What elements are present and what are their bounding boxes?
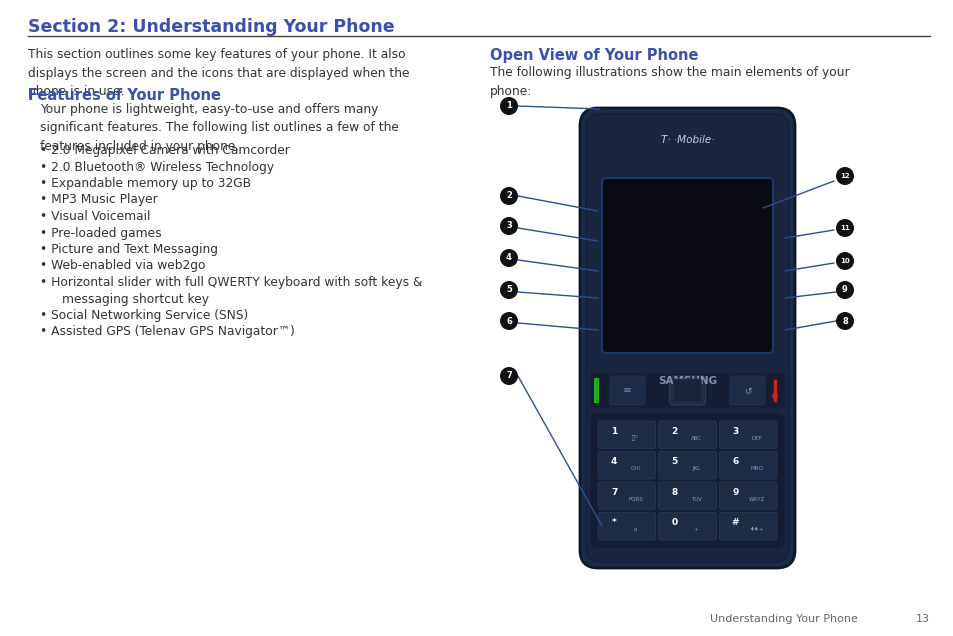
Text: 12: 12 xyxy=(840,173,849,179)
Circle shape xyxy=(835,252,853,270)
Text: MNO: MNO xyxy=(749,466,762,471)
Text: 6: 6 xyxy=(732,457,738,466)
Text: 4: 4 xyxy=(505,254,512,263)
Text: 5: 5 xyxy=(505,286,512,294)
Text: 3: 3 xyxy=(732,427,738,436)
FancyBboxPatch shape xyxy=(729,376,764,405)
FancyBboxPatch shape xyxy=(598,452,655,479)
Text: • Pre-loaded games: • Pre-loaded games xyxy=(40,226,161,240)
Text: 6: 6 xyxy=(505,317,512,326)
Circle shape xyxy=(499,249,517,267)
Text: 10: 10 xyxy=(840,258,849,264)
Circle shape xyxy=(499,367,517,385)
Circle shape xyxy=(499,97,517,115)
FancyBboxPatch shape xyxy=(609,376,644,405)
Text: GHI: GHI xyxy=(630,466,639,471)
Text: • 2.0 Bluetooth® Wireless Technology: • 2.0 Bluetooth® Wireless Technology xyxy=(40,160,274,174)
FancyBboxPatch shape xyxy=(598,513,655,540)
Circle shape xyxy=(835,312,853,330)
Text: • 2.0 Megapixel Camera with Camcorder: • 2.0 Megapixel Camera with Camcorder xyxy=(40,144,290,157)
Circle shape xyxy=(499,312,517,330)
Text: #: # xyxy=(731,518,739,527)
Text: DEF: DEF xyxy=(751,436,761,441)
Text: Section 2: Understanding Your Phone: Section 2: Understanding Your Phone xyxy=(28,18,395,36)
FancyBboxPatch shape xyxy=(669,376,705,405)
Text: 8: 8 xyxy=(841,317,847,326)
Circle shape xyxy=(499,281,517,299)
Bar xyxy=(594,378,598,403)
FancyBboxPatch shape xyxy=(673,379,700,402)
FancyBboxPatch shape xyxy=(589,373,784,408)
Text: • Social Networking Service (SNS): • Social Networking Service (SNS) xyxy=(40,309,248,322)
Circle shape xyxy=(835,219,853,237)
Text: Open View of Your Phone: Open View of Your Phone xyxy=(490,48,698,63)
Text: 8: 8 xyxy=(671,488,678,497)
Text: Ⓢᴵᴼ: Ⓢᴵᴼ xyxy=(631,435,639,441)
Text: 4: 4 xyxy=(610,457,617,466)
Text: α: α xyxy=(633,527,637,532)
FancyBboxPatch shape xyxy=(658,452,716,479)
Text: 11: 11 xyxy=(840,225,849,231)
Text: 9: 9 xyxy=(841,286,847,294)
FancyBboxPatch shape xyxy=(658,513,716,540)
Text: 2: 2 xyxy=(671,427,678,436)
Text: ♦♦+: ♦♦+ xyxy=(749,527,763,532)
Text: *: * xyxy=(611,518,616,527)
Circle shape xyxy=(835,281,853,299)
Text: ABC: ABC xyxy=(690,436,700,441)
Text: WXYZ: WXYZ xyxy=(748,497,764,502)
Circle shape xyxy=(835,167,853,185)
Circle shape xyxy=(499,187,517,205)
FancyBboxPatch shape xyxy=(579,108,794,568)
Text: • Assisted GPS (Telenav GPS Navigator™): • Assisted GPS (Telenav GPS Navigator™) xyxy=(40,326,294,338)
Text: 0: 0 xyxy=(671,518,678,527)
Text: • MP3 Music Player: • MP3 Music Player xyxy=(40,193,157,207)
Text: • Picture and Text Messaging: • Picture and Text Messaging xyxy=(40,243,218,256)
Text: Understanding Your Phone: Understanding Your Phone xyxy=(709,614,857,624)
Text: ↺: ↺ xyxy=(743,386,750,395)
Circle shape xyxy=(771,393,778,399)
Circle shape xyxy=(499,217,517,235)
Text: messaging shortcut key: messaging shortcut key xyxy=(62,293,209,305)
Text: 2: 2 xyxy=(505,191,512,200)
Text: JKL: JKL xyxy=(691,466,700,471)
FancyBboxPatch shape xyxy=(658,482,716,509)
Text: SAMSUNG: SAMSUNG xyxy=(658,376,717,386)
Text: 1: 1 xyxy=(505,102,512,111)
FancyBboxPatch shape xyxy=(601,178,772,353)
Text: • Horizontal slider with full QWERTY keyboard with soft keys &: • Horizontal slider with full QWERTY key… xyxy=(40,276,422,289)
FancyBboxPatch shape xyxy=(598,482,655,509)
FancyBboxPatch shape xyxy=(719,452,776,479)
Text: 7: 7 xyxy=(506,371,512,380)
Text: 3: 3 xyxy=(506,221,512,230)
Text: This section outlines some key features of your phone. It also
displays the scre: This section outlines some key features … xyxy=(28,48,409,98)
Text: The following illustrations show the main elements of your
phone:: The following illustrations show the mai… xyxy=(490,66,849,97)
Text: ✉: ✉ xyxy=(623,386,630,395)
Text: 5: 5 xyxy=(671,457,678,466)
FancyBboxPatch shape xyxy=(585,114,788,562)
Text: 9: 9 xyxy=(732,488,738,497)
Text: 1: 1 xyxy=(610,427,617,436)
Text: +: + xyxy=(693,527,698,532)
FancyBboxPatch shape xyxy=(589,413,784,548)
Text: • Expandable memory up to 32GB: • Expandable memory up to 32GB xyxy=(40,177,251,190)
Text: TUV: TUV xyxy=(690,497,700,502)
Text: Your phone is lightweight, easy-to-use and offers many
significant features. The: Your phone is lightweight, easy-to-use a… xyxy=(40,103,398,153)
FancyBboxPatch shape xyxy=(719,421,776,448)
FancyBboxPatch shape xyxy=(719,513,776,540)
Text: • Web-enabled via web2go: • Web-enabled via web2go xyxy=(40,259,205,272)
Text: 7: 7 xyxy=(610,488,617,497)
Text: PQRS: PQRS xyxy=(627,497,642,502)
FancyBboxPatch shape xyxy=(719,482,776,509)
Text: • Visual Voicemail: • Visual Voicemail xyxy=(40,210,151,223)
Text: T· ·Mobile·: T· ·Mobile· xyxy=(660,135,714,145)
Text: Features of Your Phone: Features of Your Phone xyxy=(28,88,221,103)
FancyBboxPatch shape xyxy=(598,421,655,448)
Text: 13: 13 xyxy=(915,614,929,624)
FancyBboxPatch shape xyxy=(658,421,716,448)
